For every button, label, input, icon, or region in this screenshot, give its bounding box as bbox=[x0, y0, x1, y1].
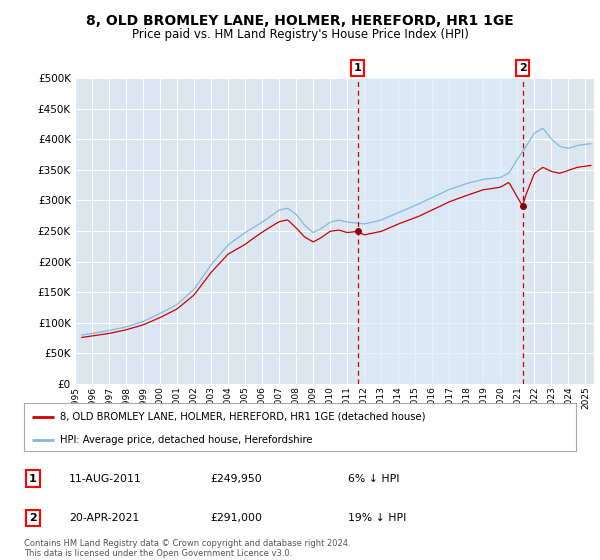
Text: 1: 1 bbox=[29, 474, 37, 484]
Text: £249,950: £249,950 bbox=[210, 474, 262, 484]
Text: 11-AUG-2011: 11-AUG-2011 bbox=[69, 474, 142, 484]
Text: HPI: Average price, detached house, Herefordshire: HPI: Average price, detached house, Here… bbox=[60, 435, 313, 445]
Text: 20-APR-2021: 20-APR-2021 bbox=[69, 513, 139, 523]
Text: This data is licensed under the Open Government Licence v3.0.: This data is licensed under the Open Gov… bbox=[24, 549, 292, 558]
Text: Price paid vs. HM Land Registry's House Price Index (HPI): Price paid vs. HM Land Registry's House … bbox=[131, 28, 469, 41]
Text: 6% ↓ HPI: 6% ↓ HPI bbox=[348, 474, 400, 484]
Text: £291,000: £291,000 bbox=[210, 513, 262, 523]
Text: 2: 2 bbox=[29, 513, 37, 523]
Text: Contains HM Land Registry data © Crown copyright and database right 2024.: Contains HM Land Registry data © Crown c… bbox=[24, 539, 350, 548]
Text: 8, OLD BROMLEY LANE, HOLMER, HEREFORD, HR1 1GE (detached house): 8, OLD BROMLEY LANE, HOLMER, HEREFORD, H… bbox=[60, 412, 425, 422]
Text: 1: 1 bbox=[354, 63, 362, 73]
Text: 19% ↓ HPI: 19% ↓ HPI bbox=[348, 513, 406, 523]
Text: 2: 2 bbox=[518, 63, 526, 73]
Bar bbox=[358, 78, 523, 384]
Text: 8, OLD BROMLEY LANE, HOLMER, HEREFORD, HR1 1GE: 8, OLD BROMLEY LANE, HOLMER, HEREFORD, H… bbox=[86, 14, 514, 28]
